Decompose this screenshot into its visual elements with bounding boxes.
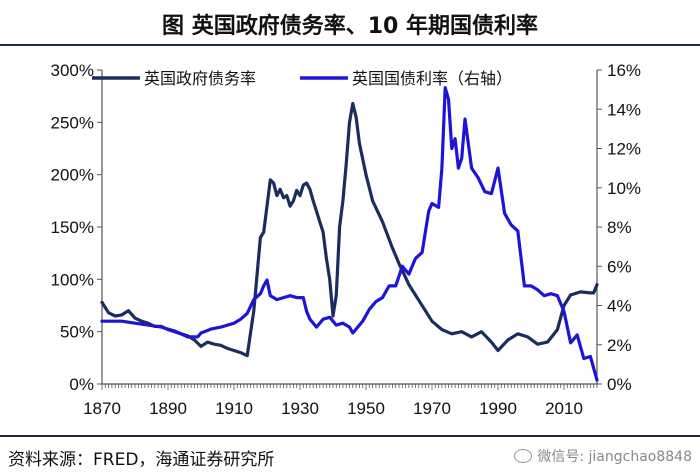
y-right-tick-label: 6% (607, 257, 632, 276)
x-tick-label: 1930 (281, 399, 319, 418)
legend: 英国政府债务率 英国国债利率（右轴） (92, 69, 512, 88)
y-left-tick-label: 150% (51, 218, 94, 237)
y-right-tick-label: 10% (607, 179, 641, 198)
x-tick-label: 1970 (413, 399, 451, 418)
y-right-tick-label: 0% (607, 375, 632, 394)
y-right-tick-label: 8% (607, 218, 632, 237)
y-left-tick-label: 100% (51, 270, 94, 289)
watermark: 微信号: jiangchao8848 (514, 446, 692, 466)
y-left-tick-label: 200% (51, 166, 94, 185)
y-right-tick-label: 2% (607, 336, 632, 355)
debt-ratio-line (100, 101, 599, 358)
source-note: 资料来源：FRED，海通证券研究所 (8, 450, 275, 470)
y-left-tick-label: 250% (51, 113, 94, 132)
x-tick-label: 2010 (545, 399, 583, 418)
chart: 1870 1890 1910 1930 1950 1970 1990 2010 0% 50% 100… (51, 61, 642, 418)
x-tick-label: 1990 (479, 399, 517, 418)
y-left-tick-label: 50% (60, 323, 94, 342)
legend-label: 英国政府债务率 (144, 69, 256, 88)
x-tick-label: 1870 (83, 399, 121, 418)
y-left-tick-label: 300% (51, 61, 94, 80)
series-lines (100, 86, 599, 382)
x-tick-label: 1890 (149, 399, 187, 418)
bond-yield-line (100, 86, 599, 382)
chart-title: 图 英国政府债务率、10 年期国债利率 (162, 14, 538, 39)
x-tick-label: 1910 (215, 399, 253, 418)
watermark-text: 微信号: jiangchao8848 (537, 449, 692, 465)
y-left-tick-label: 0% (69, 375, 94, 394)
wechat-icon (514, 449, 533, 463)
source-bar: 资料来源：FRED，海通证券研究所 微信号: jiangchao8848 (0, 435, 700, 473)
y-right-tick-label: 14% (607, 100, 641, 119)
legend-label: 英国国债利率（右轴） (352, 69, 512, 88)
axes: 1870 1890 1910 1930 1950 1970 1990 2010 0% 50% 100… (51, 61, 642, 418)
x-tick-label: 1950 (347, 399, 385, 418)
y-right-tick-label: 4% (607, 297, 632, 316)
title-bar: 图 英国政府债务率、10 年期国债利率 (0, 0, 700, 46)
y-right-tick-label: 12% (607, 140, 641, 159)
y-right-tick-label: 16% (607, 61, 641, 80)
